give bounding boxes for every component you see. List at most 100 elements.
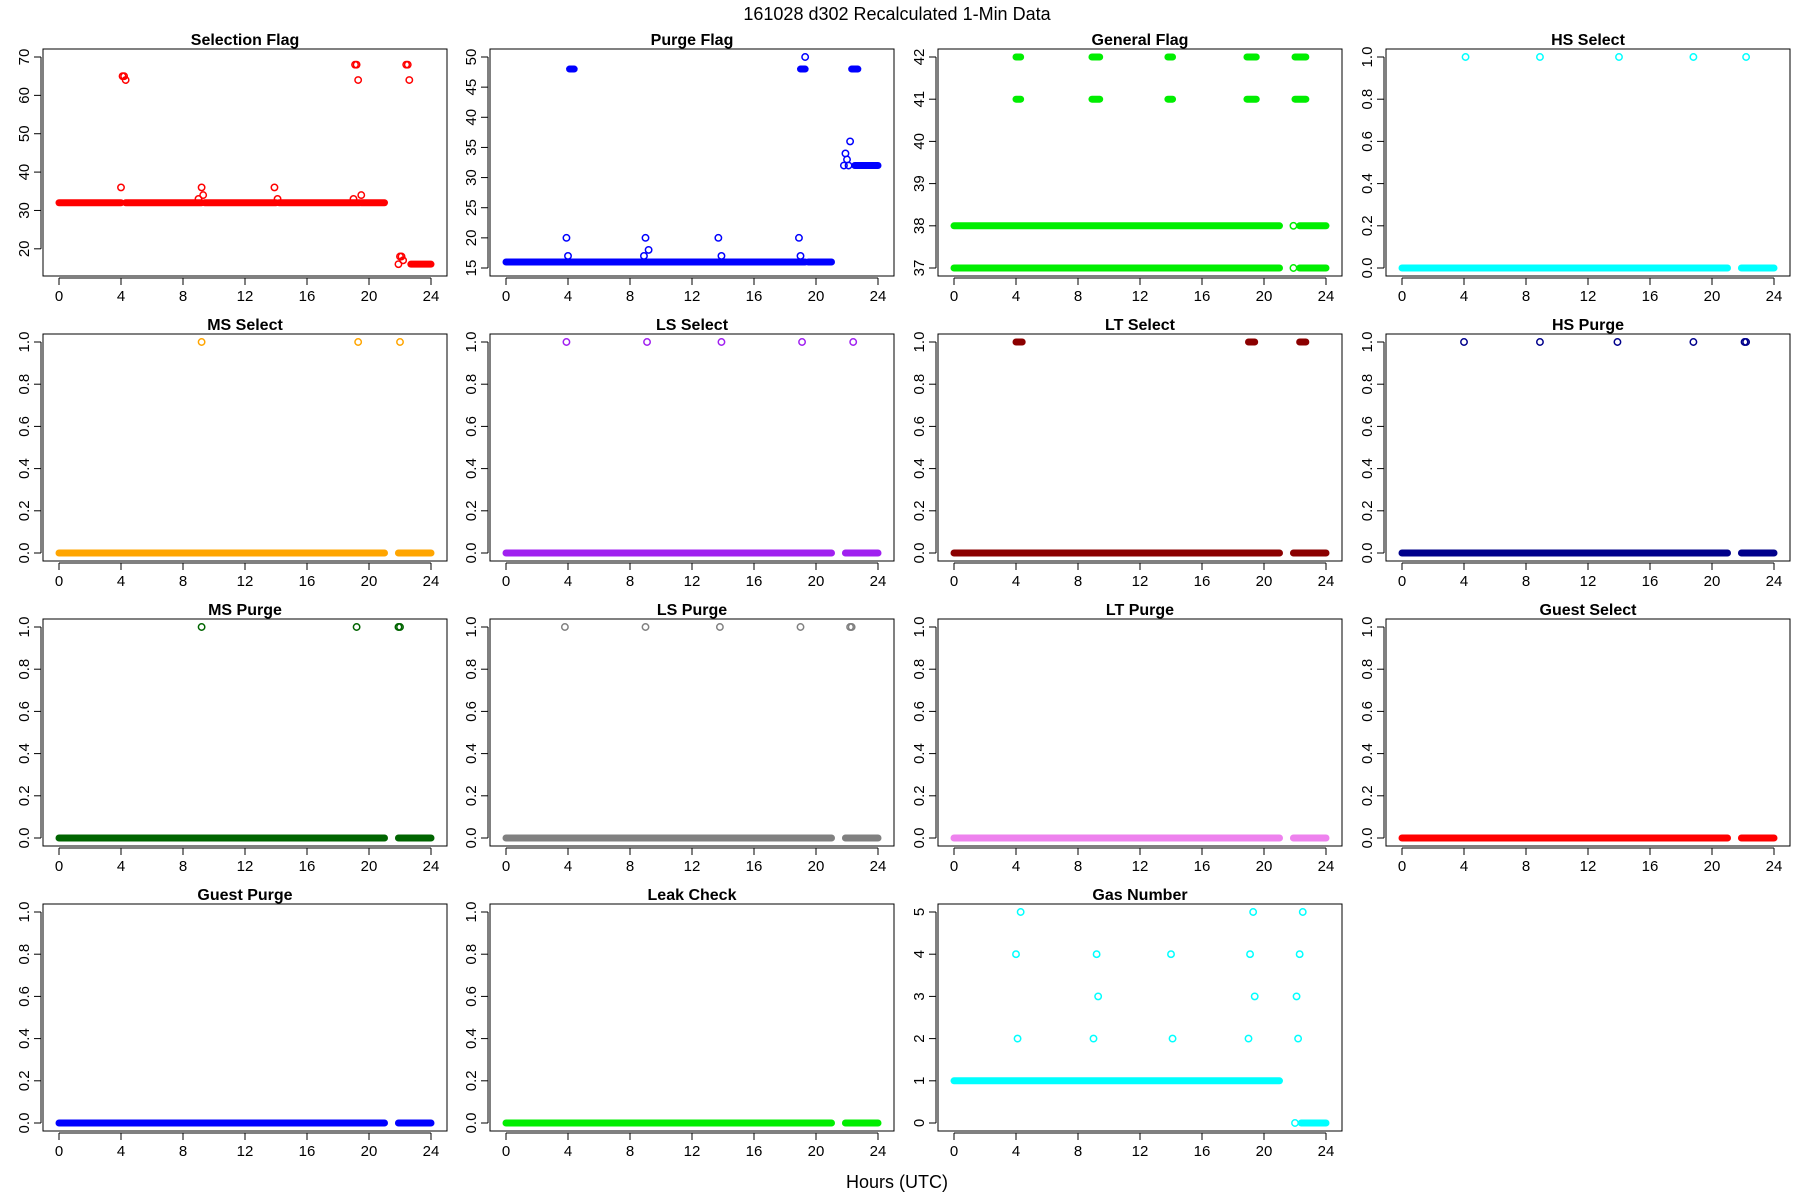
plot-frame — [937, 48, 1343, 277]
x-tick-label: 4 — [117, 573, 125, 590]
data-point — [1167, 950, 1175, 959]
panel-title: Selection Flag — [191, 32, 299, 49]
y-tick-label: 35 — [463, 139, 480, 156]
y-tick-label: 0.0 — [911, 828, 928, 849]
data-point — [197, 623, 206, 631]
panel-7: HS Purge 0 4 8 12 16 20 24 0.0 0.2 0.4 0.6 0.8 1.0 — [1359, 317, 1791, 590]
y-tick-label: 50 — [16, 125, 33, 142]
y-axis: 20 30 40 50 60 70 — [16, 49, 42, 257]
data-point — [349, 194, 358, 203]
data-point — [795, 233, 803, 242]
plot-frame — [1385, 48, 1791, 277]
series-runs — [950, 1077, 1330, 1127]
x-tick-label: 16 — [1194, 858, 1211, 875]
y-axis: 0.0 0.2 0.4 0.6 0.8 1.0 — [911, 617, 937, 849]
x-tick-label: 16 — [299, 1143, 316, 1160]
x-tick-label: 12 — [1132, 858, 1149, 875]
y-tick-label: 0.4 — [463, 1028, 480, 1049]
x-tick-label: 4 — [1460, 288, 1468, 305]
data-point — [562, 338, 571, 346]
y-axis: 0.0 0.2 0.4 0.6 0.8 1.0 — [16, 902, 42, 1133]
y-tick-label: 0.8 — [1359, 89, 1376, 110]
x-axis: 0 4 8 12 16 20 24 — [950, 277, 1334, 305]
x-tick-label: 24 — [1766, 288, 1783, 305]
x-tick-label: 0 — [502, 573, 510, 590]
x-tick-label: 4 — [117, 288, 125, 305]
panel-title: Guest Select — [1540, 602, 1638, 619]
x-tick-label: 16 — [299, 573, 316, 590]
series-points — [197, 338, 404, 346]
data-point — [714, 233, 723, 242]
x-axis: 0 4 8 12 16 20 24 — [55, 1132, 439, 1160]
x-tick-label: 12 — [237, 858, 254, 875]
x-tick-label: 0 — [55, 573, 63, 590]
x-tick-label: 12 — [237, 573, 254, 590]
plot-frame — [937, 333, 1343, 562]
data-point — [357, 191, 366, 200]
y-axis: 37 38 39 40 41 42 — [911, 49, 937, 276]
y-tick-label: 0.6 — [1359, 416, 1376, 437]
y-tick-label: 45 — [463, 79, 480, 96]
y-tick-label: 0.4 — [16, 1028, 33, 1049]
data-point — [1613, 338, 1622, 346]
y-tick-label: 42 — [911, 49, 928, 66]
y-tick-label: 0.2 — [1359, 785, 1376, 806]
panel-1: Purge Flag 0 4 8 12 16 20 24 15 20 25 30 35 40 45 50 — [463, 32, 895, 305]
x-tick-label: 12 — [1580, 858, 1597, 875]
x-tick-label: 0 — [950, 1143, 958, 1160]
data-point — [1168, 1034, 1177, 1043]
y-tick-label: 0.4 — [16, 743, 33, 764]
x-tick-label: 16 — [299, 858, 316, 875]
x-axis: 0 4 8 12 16 20 24 — [55, 277, 439, 305]
y-tick-label: 0.6 — [463, 986, 480, 1007]
y-tick-label: 1.0 — [911, 617, 928, 638]
panel-title: LS Purge — [657, 602, 727, 619]
x-axis: 0 4 8 12 16 20 24 — [950, 562, 1334, 590]
x-tick-label: 8 — [1074, 1143, 1082, 1160]
y-tick-label: 0.0 — [1359, 543, 1376, 564]
y-tick-label: 1.0 — [16, 902, 33, 923]
y-tick-label: 0.2 — [16, 500, 33, 521]
data-point — [1294, 1034, 1303, 1043]
y-tick-label: 41 — [911, 91, 928, 108]
y-tick-label: 38 — [911, 217, 928, 234]
x-tick-label: 8 — [1074, 573, 1082, 590]
x-tick-label: 16 — [746, 573, 763, 590]
y-axis: 0.0 0.2 0.4 0.6 0.8 1.0 — [1359, 617, 1385, 849]
y-tick-label: 15 — [463, 260, 480, 277]
x-axis: 0 4 8 12 16 20 24 — [502, 1132, 886, 1160]
x-tick-label: 16 — [1642, 858, 1659, 875]
series-points — [1289, 221, 1298, 272]
y-axis: 0.0 0.2 0.4 0.6 0.8 1.0 — [463, 332, 489, 563]
data-point — [1742, 53, 1751, 61]
panel-6: LT Select 0 4 8 12 16 20 24 0.0 0.2 0.4 0.6 0.8 1.0 — [911, 317, 1343, 590]
x-tick-label: 4 — [564, 573, 572, 590]
panel-title: MS Select — [207, 317, 283, 334]
x-tick-label: 4 — [117, 858, 125, 875]
x-tick-label: 24 — [870, 858, 887, 875]
y-tick-label: 0.0 — [911, 543, 928, 564]
x-tick-label: 0 — [950, 858, 958, 875]
y-axis: 0.0 0.2 0.4 0.6 0.8 1.0 — [463, 617, 489, 848]
y-tick-label: 0.0 — [1359, 828, 1376, 849]
y-tick-label: 5 — [911, 908, 928, 916]
data-point — [847, 623, 856, 631]
data-point — [1249, 908, 1258, 916]
data-point — [1689, 338, 1698, 346]
panel-8: MS Purge 0 4 8 12 16 20 24 0.0 0.2 0.4 0.6 0.8 1.0 — [16, 602, 448, 875]
x-tick-label: 12 — [684, 288, 701, 305]
x-tick-label: 16 — [746, 858, 763, 875]
y-tick-label: 0.2 — [911, 500, 928, 521]
data-point — [1461, 53, 1470, 61]
x-tick-label: 20 — [1256, 1143, 1273, 1160]
data-point — [396, 338, 404, 346]
x-tick-label: 20 — [1704, 288, 1721, 305]
y-tick-label: 0.4 — [463, 743, 480, 764]
y-tick-label: 0.2 — [16, 1070, 33, 1091]
x-tick-label: 16 — [1642, 573, 1659, 590]
y-tick-label: 0.4 — [911, 458, 928, 479]
y-axis: 0.0 0.2 0.4 0.6 0.8 1.0 — [16, 332, 42, 563]
x-tick-label: 4 — [1460, 858, 1468, 875]
data-point — [562, 233, 571, 242]
